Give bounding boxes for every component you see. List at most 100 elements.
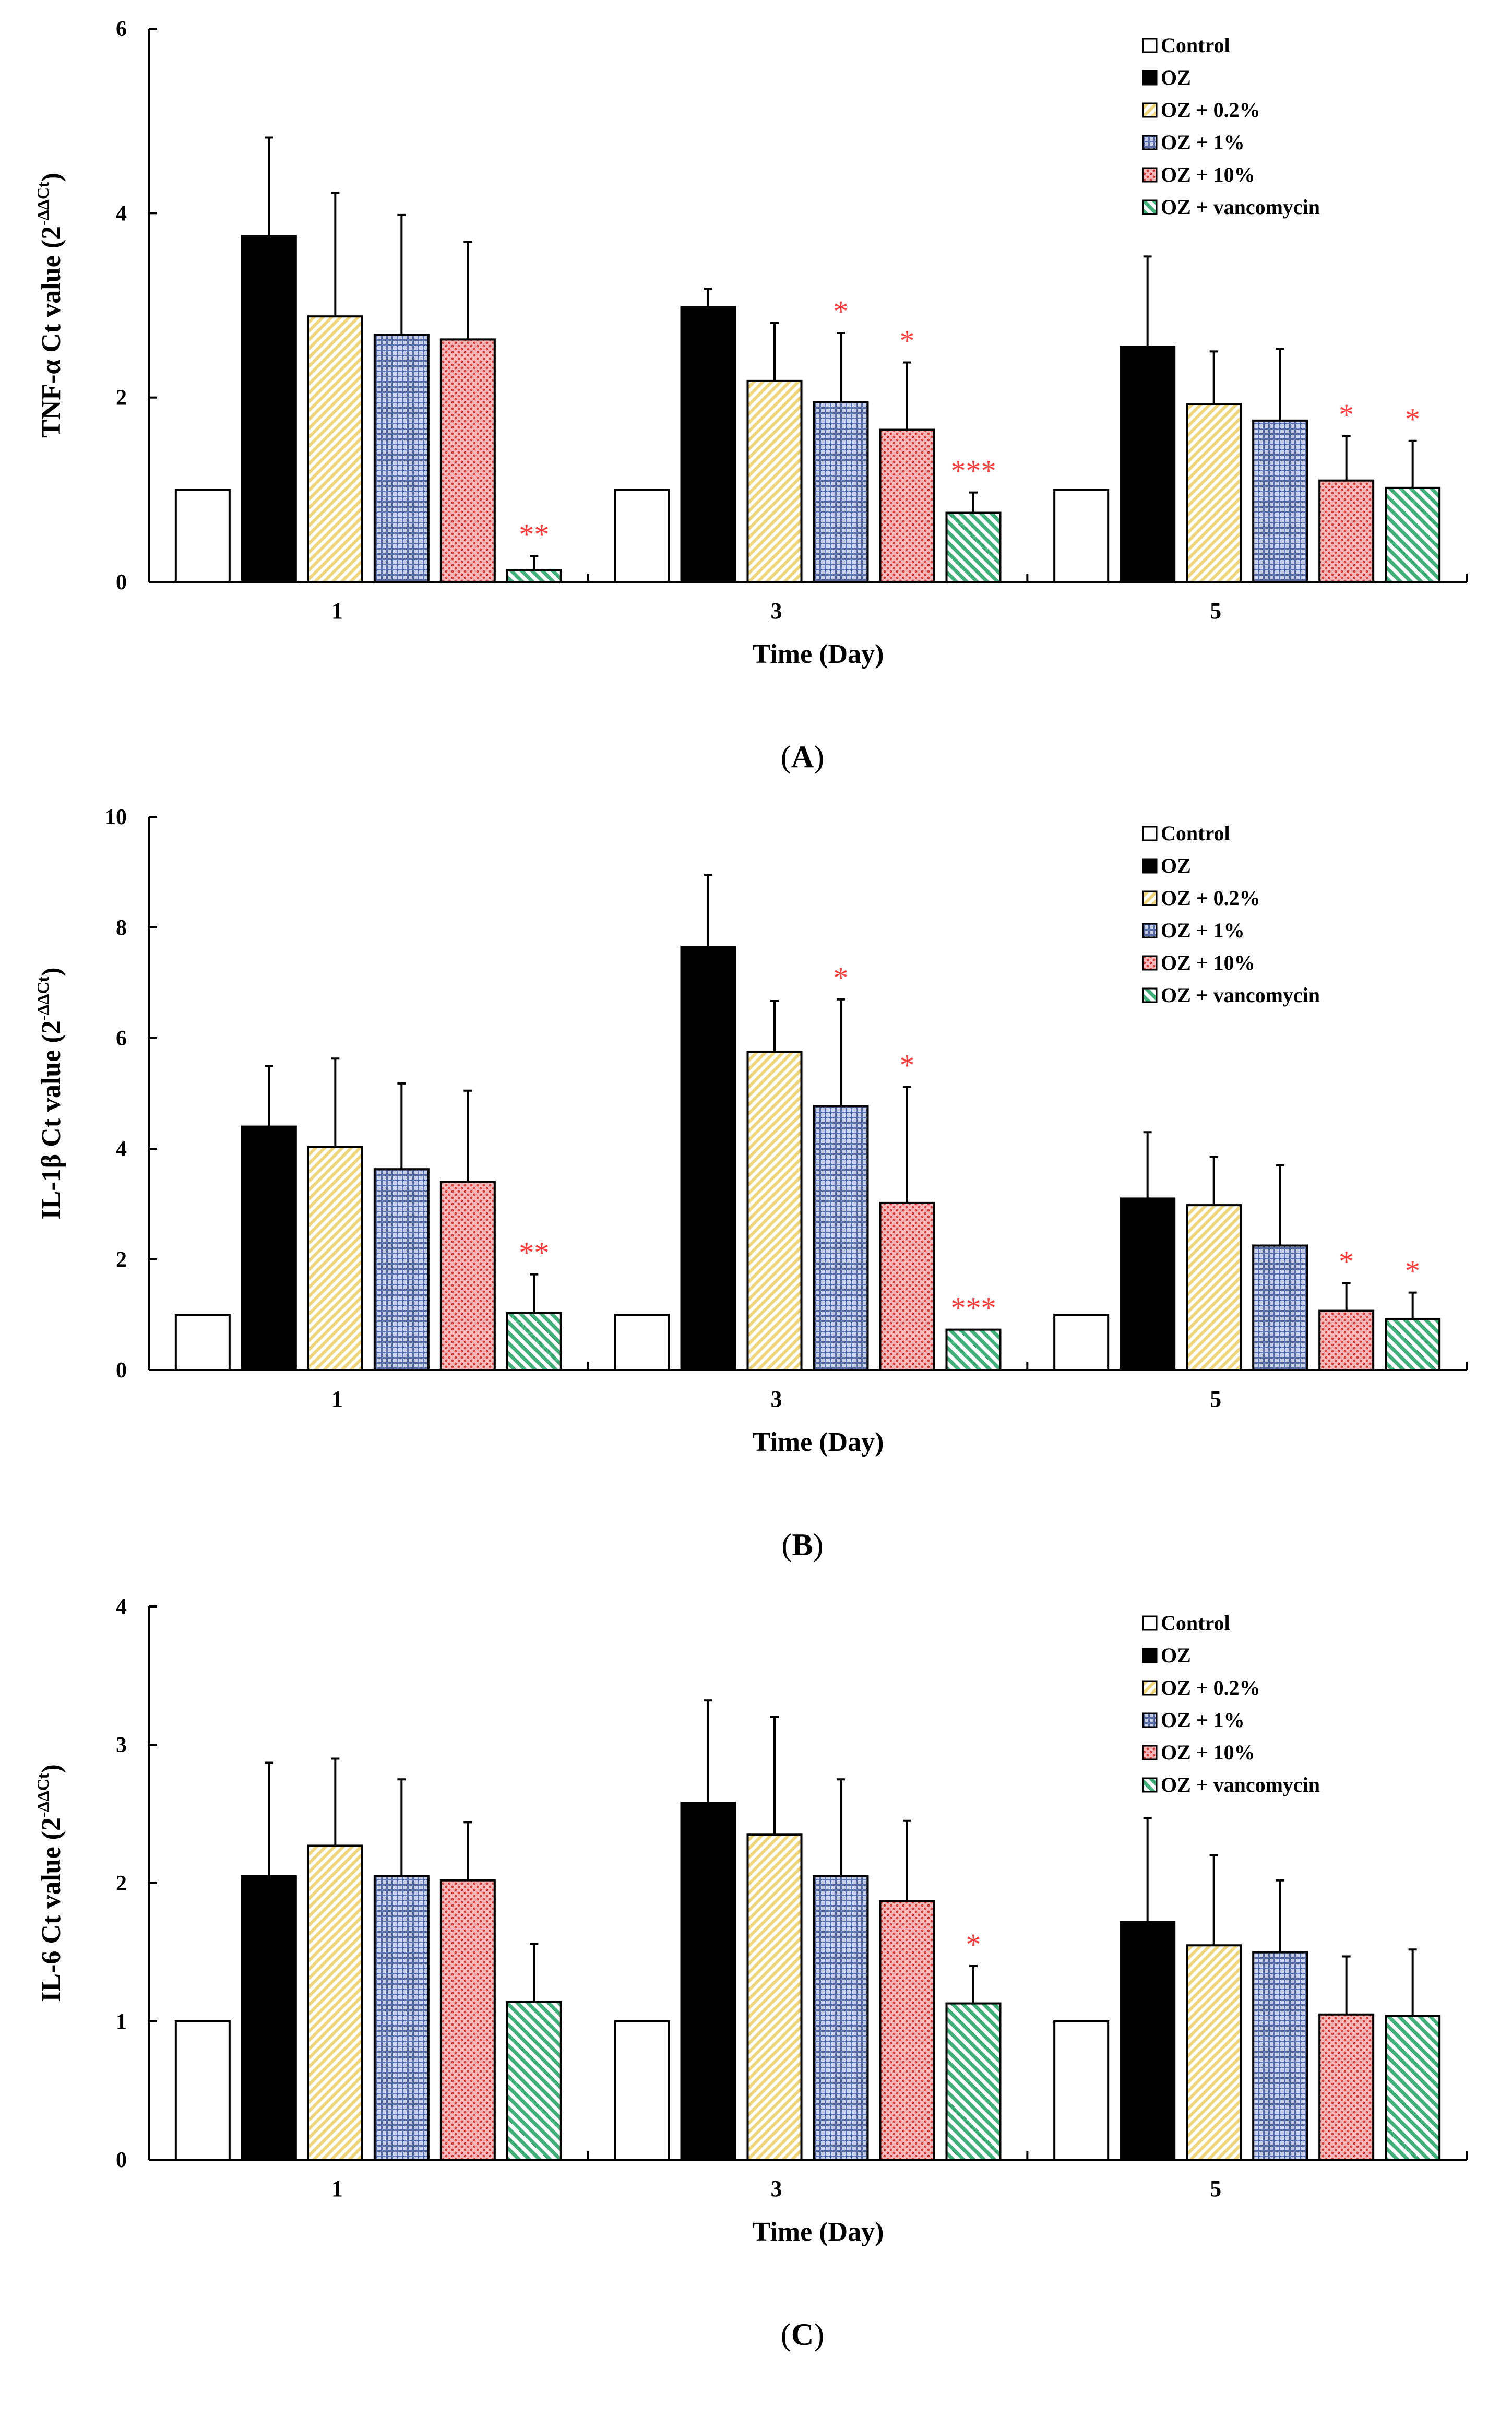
panel-b-bar: [879, 1201, 935, 1371]
panel-b-legend-label: OZ + 1%: [1161, 919, 1245, 942]
panel-a-x-tick-label: 3: [771, 598, 782, 624]
panel-b-y-tick-label: 6: [116, 1027, 127, 1051]
panel-c-x-tick-label: 5: [1210, 2176, 1221, 2201]
panel-b-bar: [174, 1314, 231, 1371]
panel-a-y-axis-label-superscript: -ΔΔCt: [33, 182, 52, 226]
panel-b-y-axis-label: IL-1β Ct value (2-ΔΔCt): [33, 967, 66, 1219]
panel-c-bar: [1120, 1921, 1176, 2161]
panel-a-legend-label: OZ + 10%: [1161, 163, 1255, 186]
panel-a-significance-label: *: [1339, 398, 1354, 432]
panel-c-legend-label: OZ + 1%: [1161, 1708, 1245, 1732]
panel-a-caption-open: (: [781, 740, 791, 774]
panel-a-bar: [1053, 489, 1110, 583]
panel-a-legend-swatch: [1142, 167, 1158, 183]
panel-b-bar: [307, 1146, 363, 1372]
panel-b-bar: [506, 1312, 562, 1372]
panel-a-y-tick-label: 4: [116, 201, 127, 225]
panel-a-bar: [1385, 486, 1441, 583]
panel-a-significance-label: *: [834, 294, 849, 328]
panel-b-significance-label: *: [1405, 1254, 1420, 1288]
panel-a-legend-swatch: [1142, 135, 1158, 150]
panel-b-legend-swatch: [1142, 923, 1158, 938]
panel-b-legend-swatch: [1142, 826, 1158, 841]
panel-b-legend-swatch: [1142, 890, 1158, 906]
panel-c-y-tick-label: 3: [116, 1733, 127, 1757]
panel-a-bar: [506, 569, 562, 583]
panel-a-legend-label: Control: [1161, 33, 1230, 57]
panel-a-bar: [945, 511, 1002, 583]
panel-b-x-axis-label: Time (Day): [753, 1427, 884, 1457]
panel-c-caption-letter: C: [791, 2317, 814, 2352]
panel-c-bar: [1385, 2015, 1441, 2161]
panel-a-bar: [1186, 403, 1242, 583]
panel-b-y-tick-label: 0: [116, 1359, 127, 1383]
panel-a-legend-label: OZ + 1%: [1161, 130, 1245, 154]
panel-c-chart: 0 1 2 3 4 IL-6 Ct value (2-ΔΔCt) 1 3 * 5 Time (Day…: [33, 1595, 1468, 2352]
panel-b-bar: [439, 1181, 496, 1372]
panel-a-significance-label: *: [900, 324, 915, 358]
panel-b-x-tick-label: 1: [331, 1386, 343, 1412]
panel-a-bar: [1318, 479, 1375, 584]
panel-c-x-tick-label: 3: [771, 2176, 782, 2201]
panel-a-bar: [307, 315, 363, 583]
panel-b-bar: [373, 1168, 430, 1371]
panel-b-bar: [1120, 1197, 1176, 1371]
panel-a-legend-swatch: [1142, 199, 1158, 215]
panel-a-caption-letter: A: [791, 740, 814, 774]
panel-c-x-tick-label: 1: [331, 2176, 343, 2201]
panel-b-significance-label: **: [519, 1236, 549, 1270]
panel-a-y-axis-label-main: TNF-α Ct value (2: [37, 226, 66, 438]
panel-b-bar: [614, 1314, 670, 1371]
panel-a-significance-label: ***: [951, 454, 996, 488]
panel-c-legend-swatch: [1142, 1648, 1158, 1663]
panel-b-bar: [813, 1105, 869, 1371]
panel-a-significance-label: **: [519, 518, 549, 552]
panel-b-legend-label: OZ + 0.2%: [1161, 886, 1260, 910]
panel-a-bar: [1120, 346, 1176, 583]
panel-a-bar: [879, 428, 935, 583]
panel-c-caption: (C): [781, 2317, 824, 2352]
panel-c-bar: [813, 1875, 869, 2161]
panel-a-y-tick-label: 6: [116, 17, 127, 41]
panel-b-significance-label: ***: [951, 1291, 996, 1325]
panel-c-legend-swatch: [1142, 1680, 1158, 1696]
panel-a-bar: [1252, 419, 1308, 583]
panel-c-bar: [506, 2001, 562, 2161]
panel-b-legend-label: OZ + vancomycin: [1161, 983, 1320, 1007]
panel-b-legend-label: OZ + 10%: [1161, 951, 1255, 974]
panel-c-legend-label: OZ + 10%: [1161, 1741, 1255, 1764]
panel-a-significance-label: *: [1405, 402, 1420, 436]
panel-b-caption-letter: B: [792, 1528, 813, 1562]
panel-a-x-axis-label: Time (Day): [753, 639, 884, 669]
panel-c-legend-swatch: [1142, 1777, 1158, 1793]
panel-a-y-tick-label: 2: [116, 386, 127, 410]
panel-c-bar: [373, 1875, 430, 2161]
panel-c-y-axis-label-superscript: -ΔΔCt: [33, 1773, 52, 1817]
panel-c-bar: [439, 1879, 496, 2161]
panel-c-x-axis-label: Time (Day): [753, 2217, 884, 2247]
panel-c-legend-label: Control: [1161, 1611, 1230, 1635]
panel-c-y-tick-label: 2: [116, 1872, 127, 1896]
panel-b-caption: (B): [782, 1528, 824, 1562]
panel-c-bar: [1053, 2020, 1110, 2161]
panel-a-bar: [373, 334, 430, 583]
panel-b-caption-open: (: [782, 1528, 792, 1562]
panel-c-y-axis-label-main: IL-6 Ct value (2: [37, 1817, 66, 2002]
panel-a-legend-label: OZ: [1161, 66, 1191, 89]
panel-a-bar: [680, 306, 736, 583]
panel-a-legend-swatch: [1142, 102, 1158, 118]
panel-a-x-tick-label: 1: [331, 598, 343, 624]
panel-c-bar: [174, 2020, 231, 2161]
panel-c-bar: [746, 1833, 803, 2161]
panel-b-legend-label: Control: [1161, 821, 1230, 845]
panel-a-bar: [174, 489, 231, 583]
panel-b-x-tick-label: 3: [771, 1386, 782, 1412]
panel-a-legend-swatch: [1142, 70, 1158, 86]
panel-c-caption-close: ): [814, 2317, 824, 2352]
panel-b-bar: [1053, 1314, 1110, 1371]
panel-b-bar: [680, 946, 736, 1371]
panel-b-y-tick-label: 4: [116, 1137, 127, 1161]
panel-b-significance-label: *: [900, 1048, 915, 1082]
